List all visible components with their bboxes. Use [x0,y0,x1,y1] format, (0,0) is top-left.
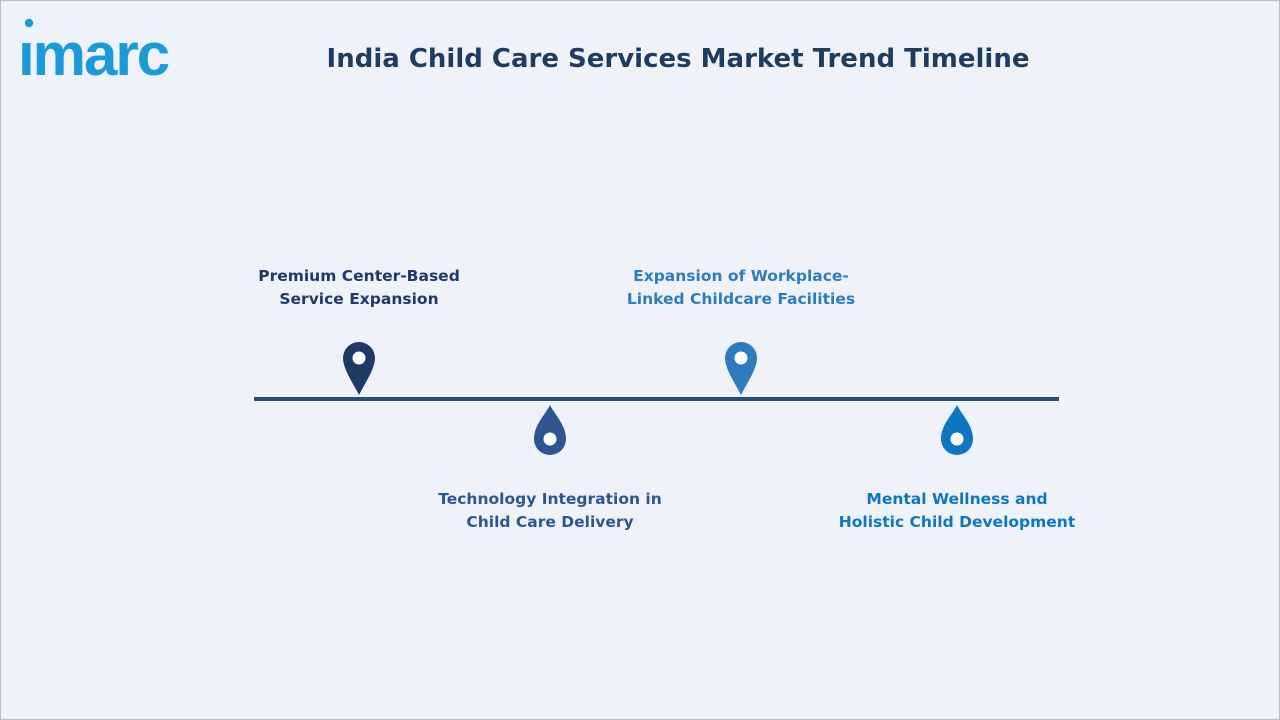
timeline-label-technology-integration: Technology Integration in Child Care Del… [400,488,700,534]
map-pin-icon [725,342,757,395]
timeline-label-line: Child Care Delivery [466,513,634,531]
timeline-label-line: Premium Center-Based [258,267,460,285]
timeline-label-mental-wellness: Mental Wellness and Holistic Child Devel… [807,488,1107,534]
timeline-label-line: Expansion of Workplace- [633,267,849,285]
map-pin-icon [343,342,375,395]
imarc-logo: ımarc [19,15,204,81]
timeline-label-line: Holistic Child Development [838,513,1076,531]
drop-icon [941,405,973,455]
timeline-label-line: Technology Integration in [438,490,662,508]
timeline-label-line: Mental Wellness and [866,490,1048,508]
drop-icon [534,405,566,455]
imarc-logo-mark: ımarc [19,18,171,81]
logo-wordmark: ımarc [19,21,169,81]
timeline-label-line: Service Expansion [279,290,439,308]
timeline-label-premium-center-based: Premium Center-Based Service Expansion [209,265,509,311]
timeline-label-line: Linked Childcare Facilities [626,290,856,308]
page-title: India Child Care Services Market Trend T… [326,44,1030,74]
timeline-label-workplace-childcare: Expansion of Workplace- Linked Childcare… [591,265,891,311]
